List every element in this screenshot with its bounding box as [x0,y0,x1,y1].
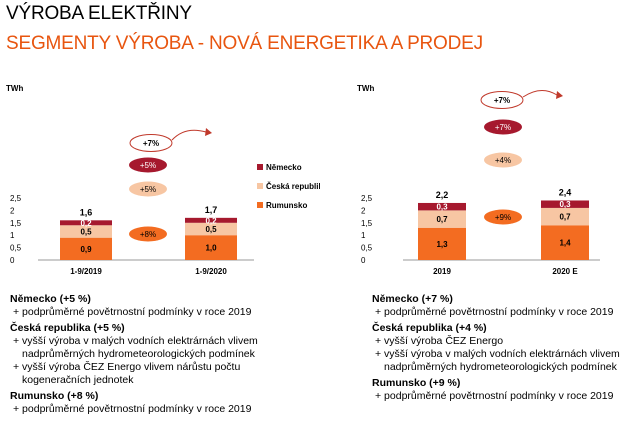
y-tick-label: 2 [10,206,15,215]
legend-swatch [257,183,263,189]
data-label: 0,7 [436,215,448,224]
notes-right: Německo (+7 %) + podprůměrné povětrnostní… [372,293,634,403]
data-label: 0,3 [436,203,448,212]
bar-segment-německo [541,200,589,208]
change-oval [129,157,167,173]
change-label: +8% [140,230,156,239]
y-axis-unit: TWh [357,84,374,93]
total-change-arrowhead [556,91,563,99]
bar-segment-německo [418,202,466,211]
y-tick-label: 0,5 [10,244,22,253]
note-bullet: + vyšší výroba ČEZ Energo vlivem nárůstu… [13,361,241,386]
change-label: +9% [495,213,511,222]
total-change-oval [129,134,173,152]
data-label: 0,5 [80,227,92,236]
total-change-arrowhead [205,128,212,136]
y-tick-label: 2,5 [10,194,22,203]
total-change-arrow [171,129,207,141]
y-tick-label: 1,5 [10,219,22,228]
x-tick-label: 1-9/2020 [195,267,227,276]
change-label: +5% [140,185,156,194]
note-heading: Německo (+7 %) [372,293,453,305]
data-label: 1,3 [436,240,448,249]
bar-segment-německo [185,217,237,223]
note-bullet: + podprůměrné povětrnostní podmínky v ro… [13,306,252,318]
note-bullet: + vyšší výroba v malých vodních elektrár… [13,335,258,360]
note-bullet: + podprůměrné povětrnostní podmínky v ro… [13,403,252,415]
bar-segment-rumunsko [418,227,466,260]
y-tick-label: 1,5 [361,219,373,228]
change-oval [484,152,522,168]
bar-segment-rumunsko [60,237,112,260]
change-label: +4% [495,156,511,165]
x-tick-label: 1-9/2019 [70,267,102,276]
data-label: 1,4 [559,239,571,248]
total-change-arrow [522,90,558,98]
note-bullet: + podprůměrné povětrnostní podmínky v ro… [375,306,614,318]
data-label: 0,9 [80,245,92,254]
y-tick-label: 0,5 [361,244,373,253]
note-bullet: + vyšší výroba ČEZ Energo [375,335,504,347]
legend-label: Česká republika [266,182,320,191]
page-title: VÝROBA ELEKTŘINY [6,3,192,24]
change-oval [484,209,522,225]
y-tick-label: 0 [361,256,366,265]
total-label: 2,2 [436,190,449,200]
change-oval [484,119,522,135]
data-label: 0,2 [205,216,217,225]
y-tick-label: 1 [10,231,15,240]
legend-label: Německo [266,163,302,172]
note-heading: Německo (+5 %) [10,293,91,305]
change-oval [129,181,167,197]
y-tick-label: 1 [361,231,366,240]
total-change-label: +7% [494,96,510,105]
page-subtitle: SEGMENTY VÝROBA - NOVÁ ENERGETIKA A PROD… [6,33,483,54]
data-label: 0,7 [559,213,571,222]
bar-segment-česká-republika [60,225,112,238]
y-tick-label: 2 [361,206,366,215]
y-tick-label: 2,5 [361,194,373,203]
total-label: 1,6 [80,207,93,217]
legend-label: Rumunsko [266,201,307,210]
x-tick-label: 2020 E [552,267,578,276]
data-label: 0,2 [80,219,92,228]
total-label: 1,7 [205,205,218,215]
note-heading: Česká republika (+4 %) [372,322,487,334]
note-heading: Česká republika (+5 %) [10,322,125,334]
note-heading: Rumunsko (+8 %) [10,390,99,402]
left-chart: TWh00,511,522,50,90,50,21,61-9/20191,00,… [6,84,320,276]
bar-segment-německo [60,220,112,226]
total-change-label: +7% [143,139,159,148]
legend-swatch [257,202,263,208]
bar-segment-česká-republika [418,210,466,228]
change-label: +7% [495,123,511,132]
bar-segment-rumunsko [541,225,589,260]
change-oval [129,226,167,242]
data-label: 1,0 [205,244,217,253]
legend-swatch [257,164,263,170]
y-tick-label: 0 [10,256,15,265]
bar-segment-rumunsko [185,235,237,260]
note-heading: Rumunsko (+9 %) [372,377,461,389]
total-label: 2,4 [559,187,572,197]
change-label: +5% [140,161,156,170]
notes-left: Německo (+5 %) + podprůměrné povětrnostní… [10,293,310,416]
bar-segment-česká-republika [541,207,589,226]
note-bullet: + vyšší výroba v malých vodních elektrár… [375,348,620,373]
right-chart: TWh 0 0,5 1 1,5 2 2,5 1,3 0,7 0,3 2,2 2019 1,4 0,7 0,3… [357,84,600,276]
note-bullet: + podprůměrné povětrnostní podmínky v ro… [375,390,614,402]
total-change-oval [480,91,524,109]
data-label: 0,3 [559,200,571,209]
x-tick-label: 2019 [433,267,451,276]
y-axis-unit: TWh [6,84,23,93]
bar-segment-česká-republika [185,222,237,236]
data-label: 0,5 [205,225,217,234]
